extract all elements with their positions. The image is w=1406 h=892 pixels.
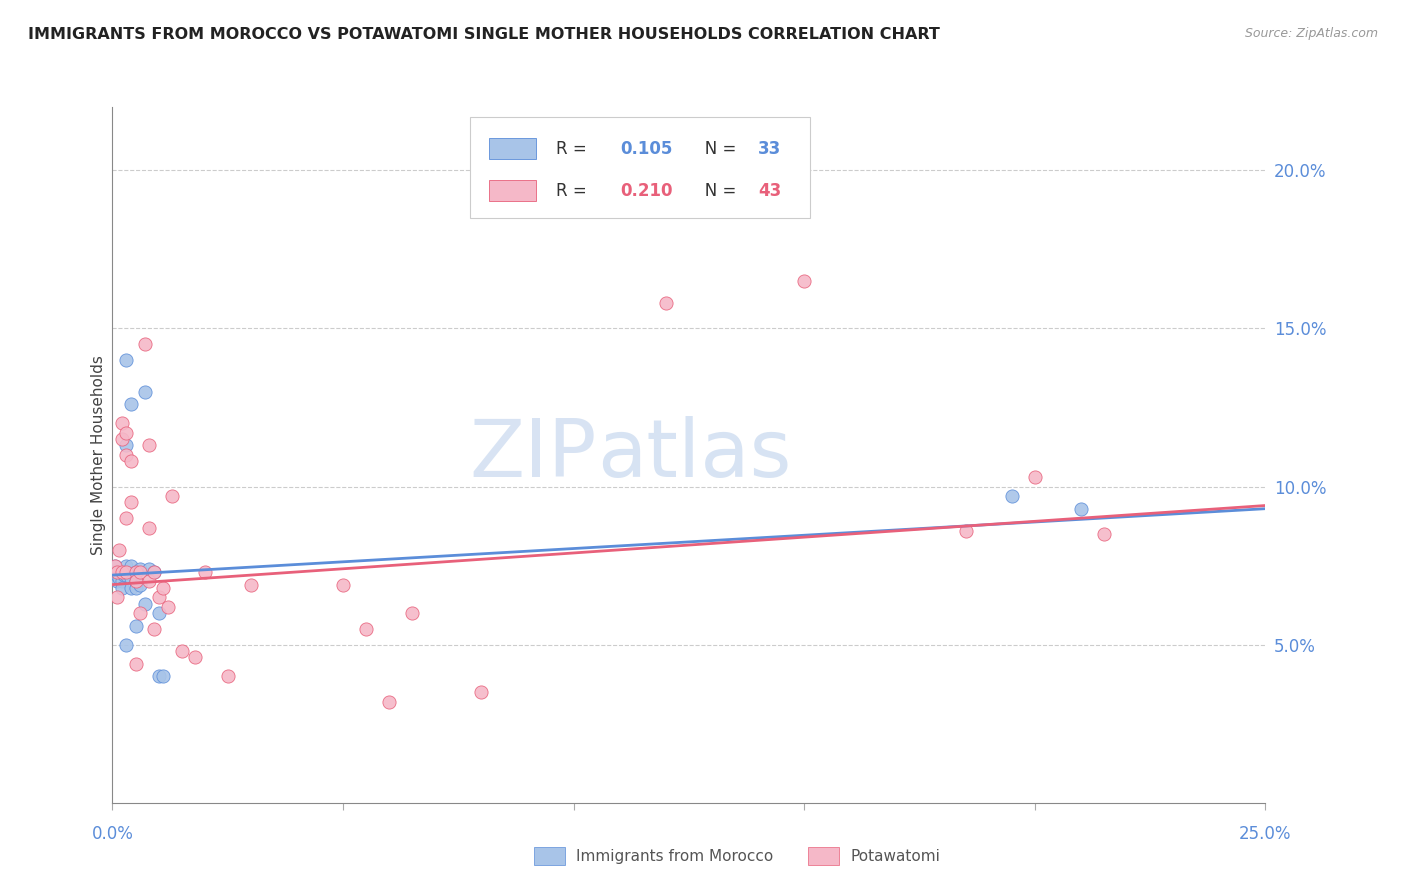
Point: [124, 574, 146, 589]
FancyBboxPatch shape: [470, 118, 810, 219]
Point: [148, 606, 170, 620]
Point: [401, 606, 423, 620]
Point: [105, 568, 128, 582]
Point: [129, 562, 152, 576]
Point: [120, 495, 142, 509]
Point: [124, 574, 146, 589]
Text: 0.105: 0.105: [620, 140, 672, 158]
Point: [120, 397, 142, 411]
Point: [120, 581, 142, 595]
Point: [134, 597, 156, 611]
Point: [378, 695, 401, 709]
Point: [1001, 489, 1024, 503]
Text: N =: N =: [689, 140, 741, 158]
Point: [111, 565, 134, 579]
Text: R =: R =: [557, 182, 592, 200]
Text: atlas: atlas: [596, 416, 792, 494]
Point: [115, 568, 138, 582]
Point: [124, 565, 146, 579]
Point: [111, 581, 134, 595]
Point: [120, 558, 142, 573]
Point: [152, 669, 174, 683]
Point: [143, 565, 166, 579]
Text: Source: ZipAtlas.com: Source: ZipAtlas.com: [1244, 27, 1378, 40]
Point: [129, 606, 152, 620]
Point: [1070, 501, 1092, 516]
Point: [115, 511, 138, 525]
Point: [124, 618, 146, 632]
Point: [111, 417, 134, 431]
Point: [104, 558, 127, 573]
Point: [124, 581, 146, 595]
Point: [239, 577, 262, 591]
Point: [1024, 470, 1046, 484]
Point: [162, 489, 184, 503]
Point: [112, 568, 135, 582]
Point: [332, 577, 354, 591]
Point: [115, 638, 138, 652]
Point: [955, 524, 977, 538]
Text: IMMIGRANTS FROM MOROCCO VS POTAWATOMI SINGLE MOTHER HOUSEHOLDS CORRELATION CHART: IMMIGRANTS FROM MOROCCO VS POTAWATOMI SI…: [28, 27, 941, 42]
Point: [354, 622, 377, 636]
Point: [138, 574, 160, 589]
Point: [124, 565, 146, 579]
Point: [148, 669, 170, 683]
Text: R =: R =: [557, 140, 592, 158]
Point: [470, 685, 492, 699]
Text: ZIP: ZIP: [470, 416, 596, 494]
Text: 0.210: 0.210: [620, 182, 672, 200]
Point: [1092, 527, 1115, 541]
Point: [104, 558, 127, 573]
Point: [105, 565, 128, 579]
Point: [793, 274, 815, 288]
Point: [115, 448, 138, 462]
Text: Potawatomi: Potawatomi: [851, 849, 941, 863]
Point: [115, 565, 138, 579]
Point: [111, 565, 134, 579]
Point: [108, 542, 131, 557]
Text: 43: 43: [758, 182, 782, 200]
Point: [124, 657, 146, 671]
Point: [115, 558, 138, 573]
Point: [115, 425, 138, 440]
Point: [156, 599, 179, 614]
Point: [115, 353, 138, 368]
Point: [105, 565, 128, 579]
Text: N =: N =: [689, 182, 741, 200]
FancyBboxPatch shape: [489, 138, 536, 159]
Point: [148, 591, 170, 605]
Point: [194, 565, 217, 579]
Point: [134, 384, 156, 399]
Point: [129, 577, 152, 591]
Point: [134, 337, 156, 351]
Point: [143, 565, 166, 579]
Point: [655, 296, 678, 310]
Text: 33: 33: [758, 140, 782, 158]
Point: [138, 521, 160, 535]
Point: [138, 438, 160, 452]
Point: [217, 669, 239, 683]
Point: [143, 622, 166, 636]
Text: 0.0%: 0.0%: [91, 825, 134, 843]
Point: [120, 571, 142, 585]
Point: [129, 565, 152, 579]
Point: [115, 438, 138, 452]
Point: [120, 454, 142, 468]
Point: [152, 581, 174, 595]
Text: Immigrants from Morocco: Immigrants from Morocco: [576, 849, 773, 863]
Point: [105, 574, 128, 589]
Point: [111, 432, 134, 446]
Point: [108, 571, 131, 585]
Text: 25.0%: 25.0%: [1239, 825, 1292, 843]
FancyBboxPatch shape: [489, 180, 536, 201]
Y-axis label: Single Mother Households: Single Mother Households: [91, 355, 105, 555]
Point: [170, 644, 193, 658]
Point: [105, 591, 128, 605]
Point: [138, 562, 160, 576]
Point: [184, 650, 207, 665]
Point: [111, 574, 134, 589]
